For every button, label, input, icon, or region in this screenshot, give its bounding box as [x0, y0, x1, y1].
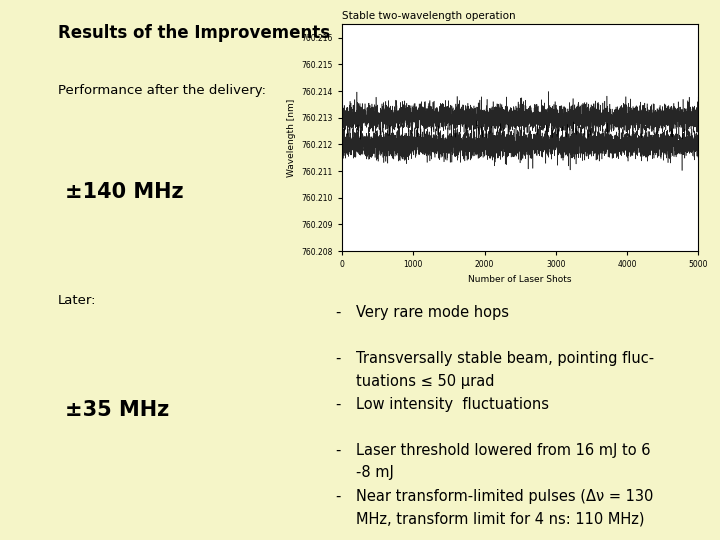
Text: Transversally stable beam, pointing fluc-: Transversally stable beam, pointing fluc…: [356, 351, 654, 366]
Text: Performance after the delivery:: Performance after the delivery:: [58, 84, 266, 97]
Text: Stable two-wavelength operation: Stable two-wavelength operation: [342, 11, 516, 21]
Text: ±35 MHz: ±35 MHz: [65, 400, 169, 421]
Text: Very rare mode hops: Very rare mode hops: [356, 305, 510, 320]
Text: -: -: [335, 443, 340, 458]
Text: MHz, transform limit for 4 ns: 110 MHz): MHz, transform limit for 4 ns: 110 MHz): [356, 511, 645, 526]
Text: -: -: [335, 489, 340, 504]
Text: tuations ≤ 50 μrad: tuations ≤ 50 μrad: [356, 374, 495, 389]
Text: Laser threshold lowered from 16 mJ to 6: Laser threshold lowered from 16 mJ to 6: [356, 443, 651, 458]
Text: -: -: [335, 305, 340, 320]
Text: Later:: Later:: [58, 294, 96, 307]
X-axis label: Number of Laser Shots: Number of Laser Shots: [469, 275, 572, 284]
Text: -: -: [335, 397, 340, 412]
Text: ±140 MHz: ±140 MHz: [65, 181, 184, 202]
Text: Near transform-limited pulses (Δν = 130: Near transform-limited pulses (Δν = 130: [356, 489, 654, 504]
Text: Results of the Improvements: Results of the Improvements: [58, 24, 330, 42]
Text: Low intensity  fluctuations: Low intensity fluctuations: [356, 397, 549, 412]
Y-axis label: Wavelength [nm]: Wavelength [nm]: [287, 99, 296, 177]
Text: -: -: [335, 351, 340, 366]
Text: -8 mJ: -8 mJ: [356, 465, 395, 481]
